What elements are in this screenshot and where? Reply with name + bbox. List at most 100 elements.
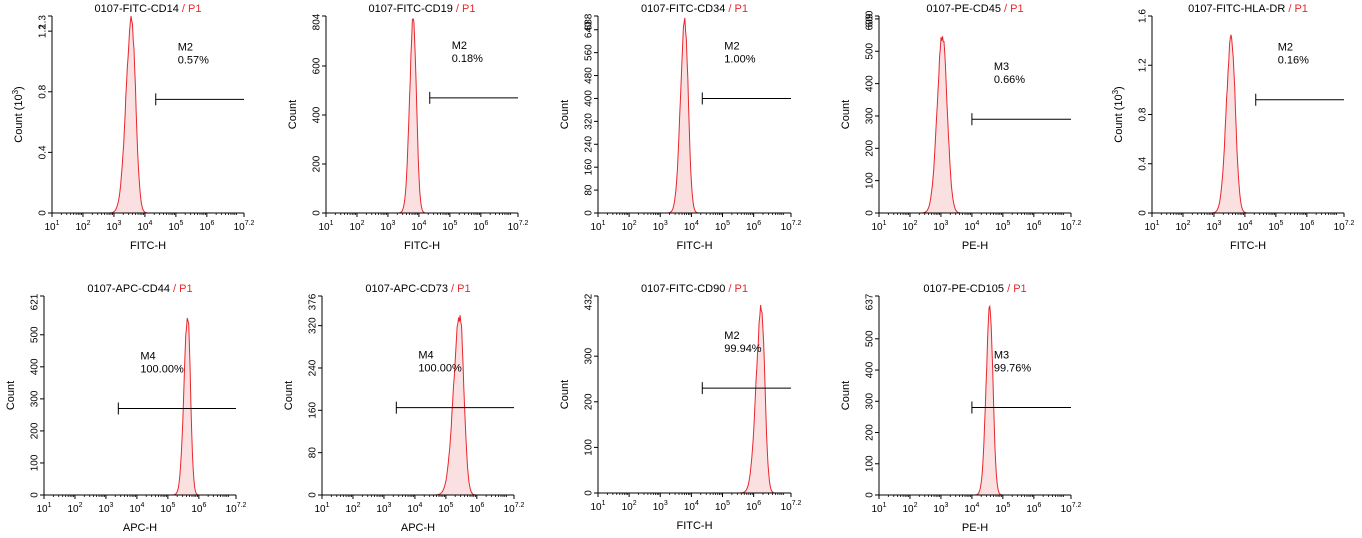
y-axis-label: Count (103) <box>1111 86 1125 142</box>
x-axis-label: FITC-H <box>676 240 712 252</box>
y-tick-label: 640 <box>584 21 595 38</box>
x-tick-exponent: 3 <box>664 220 668 227</box>
x-tick-exponent: 5 <box>726 220 730 227</box>
x-tick-label: 106 <box>191 502 206 515</box>
x-tick-base: 10 <box>964 504 976 515</box>
x-tick-label: 105 <box>1268 220 1283 233</box>
x-tick-exponent: 6 <box>210 220 214 227</box>
y-tick-label: 300 <box>865 393 876 410</box>
x-tick-label: 102 <box>622 500 637 513</box>
x-tick-base: 10 <box>234 222 246 233</box>
x-tick-base: 10 <box>871 222 883 233</box>
x-tick-label: 102 <box>75 220 90 233</box>
marker-name: M2 <box>178 41 193 53</box>
x-tick-exponent: 4 <box>149 220 153 227</box>
x-tick-base: 10 <box>469 504 481 515</box>
y-max-label: 621 <box>30 293 41 310</box>
x-tick-label: 105 <box>160 502 175 515</box>
x-tick-label: 107.2 <box>1334 220 1355 233</box>
x-tick-label: 104 <box>1237 220 1252 233</box>
x-tick-base: 10 <box>995 222 1007 233</box>
x-tick-base: 10 <box>933 504 945 515</box>
x-tick-label: 107.2 <box>781 500 802 513</box>
x-tick-base: 10 <box>781 502 793 513</box>
histogram-curve <box>879 36 1071 214</box>
x-tick-exponent: 2 <box>914 220 918 227</box>
x-tick-base: 10 <box>504 504 516 515</box>
x-tick-base: 10 <box>438 504 450 515</box>
marker-name: M4 <box>140 350 155 362</box>
y-tick-label: 0 <box>584 490 595 496</box>
chart-title-sample: 0107-PE-CD105 <box>923 283 1004 295</box>
x-tick-label: 101 <box>590 220 605 233</box>
x-tick-exponent: 5 <box>449 502 453 509</box>
x-tick-base: 10 <box>781 222 793 233</box>
y-tick-label: 1.6 <box>1138 9 1149 23</box>
y-max-label: 637 <box>865 293 876 310</box>
histogram-curve <box>44 317 236 496</box>
x-tick-label: 107.2 <box>1061 502 1082 515</box>
x-axis-label: APC-H <box>123 522 157 534</box>
x-tick-base: 10 <box>902 222 914 233</box>
chart-title-gate: P1 <box>179 283 192 295</box>
x-tick-base: 10 <box>684 502 696 513</box>
x-tick-exponent: 5 <box>171 502 175 509</box>
x-tick-base: 10 <box>226 504 238 515</box>
x-tick-label: 104 <box>129 502 144 515</box>
y-axis-label-close: ) <box>13 86 25 90</box>
y-max-label: 1.3 <box>38 15 49 29</box>
y-tick-label: 560 <box>584 44 595 61</box>
x-tick-exponent: 7.2 <box>1072 502 1082 509</box>
y-tick-label: 320 <box>308 317 319 334</box>
x-tick-exponent: 5 <box>179 220 183 227</box>
x-tick-base: 10 <box>1144 222 1156 233</box>
x-tick-exponent: 6 <box>484 220 488 227</box>
x-axis-label: PE-H <box>962 240 988 252</box>
x-tick-exponent: 2 <box>1187 220 1191 227</box>
x-tick-label: 101 <box>36 502 51 515</box>
x-tick-base: 10 <box>1026 504 1038 515</box>
x-tick-label: 103 <box>1206 220 1221 233</box>
y-tick-label: 0 <box>312 210 323 216</box>
y-axis-label-text: Count <box>5 381 17 410</box>
y-tick-label: 0 <box>584 210 595 216</box>
x-tick-exponent: 3 <box>1218 220 1222 227</box>
x-tick-label: 105 <box>995 502 1010 515</box>
x-tick-base: 10 <box>933 222 945 233</box>
chart-title: 0107-PE-CD45 / P1 <box>926 3 1023 15</box>
chart-title-separator: / <box>179 3 188 15</box>
x-tick-label: 107.2 <box>234 220 255 233</box>
y-axis-label-text: Count <box>840 100 852 129</box>
y-axis-label-exponent: 3 <box>1111 89 1120 94</box>
x-tick-base: 10 <box>622 222 634 233</box>
y-tick-label: 200 <box>312 155 323 172</box>
x-tick-exponent: 2 <box>87 220 91 227</box>
x-axis-label: PE-H <box>962 522 988 534</box>
x-tick-base: 10 <box>1268 222 1280 233</box>
y-tick-label: 80 <box>308 447 319 459</box>
chart-title-separator: / <box>453 3 462 15</box>
x-tick-exponent: 7.2 <box>792 500 802 507</box>
chart-title-separator: / <box>725 3 734 15</box>
x-tick-base: 10 <box>199 222 211 233</box>
chart-title: 0107-FITC-CD90 / P1 <box>641 283 748 295</box>
marker-percent: 100.00% <box>140 363 184 375</box>
x-tick-label: 105 <box>715 220 730 233</box>
y-axis-label-text: Count (10 <box>13 94 25 142</box>
y-tick-label: 200 <box>865 424 876 441</box>
chart-title: 0107-FITC-CD19 / P1 <box>369 3 476 15</box>
y-tick-label: 0 <box>30 492 41 498</box>
y-tick-label: 0.4 <box>38 145 49 159</box>
chart-title: 0107-PE-CD105 / P1 <box>923 283 1026 295</box>
y-axis-label-text: Count (10 <box>1113 94 1125 142</box>
x-tick-label: 103 <box>933 502 948 515</box>
x-tick-label: 105 <box>168 220 183 233</box>
x-tick-exponent: 1 <box>48 502 52 509</box>
x-tick-label: 103 <box>380 220 395 233</box>
x-tick-label: 105 <box>438 502 453 515</box>
y-tick-label: 240 <box>308 359 319 376</box>
x-tick-base: 10 <box>746 222 758 233</box>
